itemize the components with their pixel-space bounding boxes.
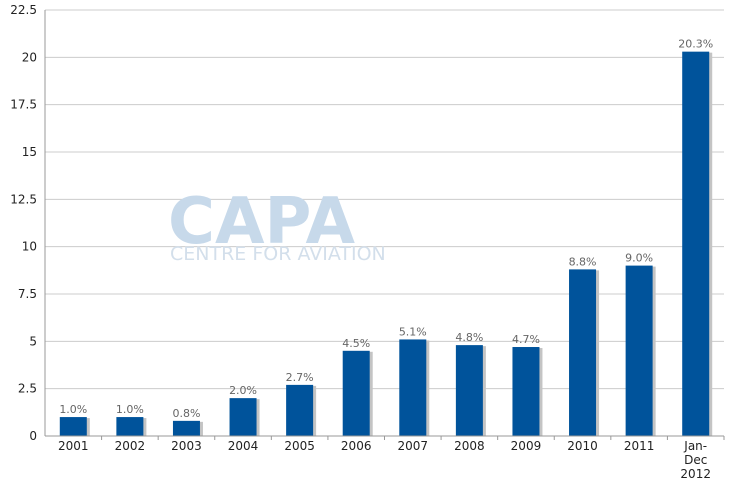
y-tick-label: 15 [22, 145, 37, 159]
bar [229, 398, 257, 436]
data-label: 1.0% [59, 403, 87, 416]
x-tick-label: 2010 [567, 439, 598, 453]
bar [569, 269, 597, 436]
capa-watermark: CAPA CENTRE FOR AVIATION [168, 185, 386, 265]
watermark-subtitle: CENTRE FOR AVIATION [170, 243, 386, 265]
data-label: 1.0% [116, 403, 144, 416]
x-tick-label: 2006 [341, 439, 372, 453]
data-label: 8.8% [569, 255, 597, 268]
data-label: 0.8% [172, 407, 200, 420]
x-tick-label: 2004 [228, 439, 259, 453]
y-tick-label: 17.5 [10, 98, 37, 112]
data-label: 2.7% [286, 371, 314, 384]
x-tick-label: 2001 [58, 439, 89, 453]
x-tick-label: 2002 [115, 439, 146, 453]
x-tick-label: 2011 [624, 439, 655, 453]
bar [399, 339, 427, 436]
data-label: 2.0% [229, 384, 257, 397]
data-labels: 1.0% 1.0% 0.8% 2.0% 2.7% 4.5% 5.1% 4.8% 4.7% 8.8%… [59, 38, 713, 420]
y-tick-label: 22.5 [10, 3, 37, 17]
bar [172, 420, 200, 436]
y-tick-label: 12.5 [10, 192, 37, 206]
y-tick-label: 5 [29, 334, 37, 348]
y-tick-label: 0 [29, 429, 37, 443]
x-tick-label: 2008 [454, 439, 485, 453]
data-label: 20.3% [678, 38, 713, 51]
bar [455, 345, 483, 436]
x-axis: 2001 2002 2003 2004 2005 2006 2007 2008 2009 2010… [45, 435, 725, 481]
y-tick-label: 20 [22, 50, 37, 64]
watermark-logo: CAPA [168, 185, 356, 259]
bars [59, 51, 713, 437]
x-tick-label: 2009 [511, 439, 542, 453]
bar [625, 265, 653, 436]
grid-lines [45, 9, 724, 390]
bar [342, 350, 370, 436]
y-tick-label: 10 [22, 240, 37, 254]
data-label: 9.0% [625, 252, 653, 265]
y-tick-label: 7.5 [18, 287, 37, 301]
x-tick-label: 2003 [171, 439, 202, 453]
bar [286, 384, 314, 436]
bar [512, 347, 540, 436]
x-tick-label: 2007 [398, 439, 429, 453]
y-axis: 0 2.5 5 7.5 10 12.5 15 17.5 20 22.5 [10, 3, 46, 443]
data-label: 4.7% [512, 333, 540, 346]
y-tick-label: 2.5 [18, 382, 37, 396]
data-label: 5.1% [399, 325, 427, 338]
x-tick-label: 2005 [284, 439, 315, 453]
bar [59, 417, 87, 436]
bar [116, 417, 144, 436]
data-label: 4.8% [455, 331, 483, 344]
data-label: 4.5% [342, 337, 370, 350]
x-tick-label: Jan-Dec 2012 [680, 439, 711, 481]
bar [682, 51, 710, 437]
